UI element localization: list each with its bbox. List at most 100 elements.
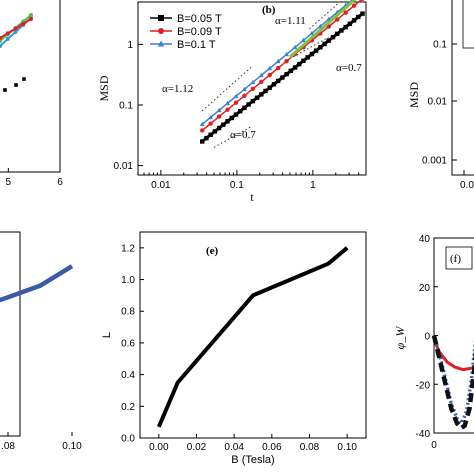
panel-b-series-marker xyxy=(212,129,218,134)
panel-b-series-marker xyxy=(284,58,289,64)
panel-b-frame xyxy=(137,1,367,176)
panel-b-series-marker xyxy=(297,61,302,67)
panel-b-series-marker xyxy=(233,112,239,117)
panel-d: .08 0.10 xyxy=(0,231,82,452)
panel-e-x-tick-label: 0.02 xyxy=(187,442,207,453)
panel-d-series-line xyxy=(0,264,74,303)
panel-b-series-marker xyxy=(284,51,289,57)
panel-e-frame xyxy=(139,231,367,439)
panel-b-series-marker xyxy=(275,65,281,71)
panel-b-series-marker xyxy=(216,107,222,113)
panel-b-series-marker xyxy=(322,41,327,47)
panel-b-series-marker xyxy=(225,107,230,112)
panel-a-x-tick-label: 6 xyxy=(57,177,63,188)
panel-b-series-marker xyxy=(351,3,357,8)
panel-d-x-tick-label: 0.10 xyxy=(62,441,82,452)
panel-a-black-point xyxy=(14,83,18,87)
panel-b-series-marker xyxy=(250,98,256,104)
panel-a: 456 xyxy=(0,0,63,188)
panel-b-series-marker xyxy=(208,132,213,137)
panel-b-legend-marker xyxy=(157,40,165,47)
panel-a-black-point xyxy=(3,88,7,92)
panel-b-series-marker xyxy=(199,121,205,127)
panel-b-series-marker xyxy=(221,122,226,127)
panel-c-legend-box xyxy=(462,0,474,49)
panel-a-series-marker xyxy=(21,21,26,26)
panel-f-x-tick-label: 0 xyxy=(431,440,437,451)
panel-d-frame xyxy=(0,231,21,437)
panel-c-frame xyxy=(451,0,474,176)
panel-b-legend-entry: B=0.09 T xyxy=(177,26,222,38)
panel-b-guide-line xyxy=(213,126,251,148)
panel-b-series-marker xyxy=(301,37,306,43)
panel-f-y-tick-label: 0 xyxy=(424,332,430,343)
panel-b-series-marker xyxy=(335,31,340,37)
panel-b-x-tick-label: 0.1 xyxy=(230,180,244,191)
panel-b-series-marker xyxy=(271,82,277,87)
panel-b-legend-entry: B=0.05 T xyxy=(177,13,222,25)
panel-b-series-marker xyxy=(200,128,205,133)
panel-b-x-tick-label: 1 xyxy=(310,180,316,191)
panel-b-series-marker xyxy=(242,86,247,92)
panel-f-y-tick-label: -20 xyxy=(416,380,431,391)
panel-b-series-marker xyxy=(200,139,205,144)
panel-b-series-marker xyxy=(313,48,319,53)
panel-e-x-tick-label: 0.06 xyxy=(262,442,282,453)
panel-b-series-marker xyxy=(250,86,256,92)
panel-a-series-marker xyxy=(29,13,33,17)
panel-b-series-marker xyxy=(216,114,222,119)
panel-e-y-label: L xyxy=(101,332,113,338)
panel-b-legend-entry: B=0.1 T xyxy=(177,39,216,51)
panel-c-y-tick-label: 0.1 xyxy=(433,40,447,51)
panel-f-y-tick-label: -40 xyxy=(416,429,431,440)
panel-e-y-tick-label: 1.2 xyxy=(121,243,135,254)
panel-a-series-marker xyxy=(13,30,18,34)
panel-e-x-tick-label: 0.04 xyxy=(224,442,244,453)
panel-b-x-tick-label: 0.01 xyxy=(151,180,171,191)
panel-a-black-point xyxy=(22,77,26,81)
panel-b-series-marker xyxy=(335,17,340,22)
panel-b-series-marker xyxy=(259,92,264,97)
panel-a-series-marker xyxy=(29,17,33,21)
panel-b-series-marker xyxy=(259,79,264,85)
panel-b-y-tick-label: 0.1 xyxy=(119,100,133,111)
panel-b-series-marker xyxy=(284,71,289,77)
panel-b-y-label: MSD xyxy=(97,75,111,101)
panel-e-x-tick-label: 0.10 xyxy=(337,442,357,453)
panel-b-series-marker xyxy=(347,21,353,26)
panel-b-series-marker xyxy=(237,109,243,114)
panel-c-y-tick-label: 0.01 xyxy=(428,97,448,108)
panel-b-series-marker xyxy=(233,93,239,99)
panel-b-x-label: t xyxy=(250,190,254,204)
panel-e-series-line xyxy=(156,246,349,428)
panel-e-y-tick-label: 1.0 xyxy=(121,275,135,286)
panel-b-series-marker xyxy=(343,10,348,15)
panel-b-series-marker xyxy=(267,65,273,71)
panel-b-series-marker xyxy=(225,100,230,106)
panel-b-guide-line xyxy=(292,36,329,58)
panel-b-series-marker xyxy=(351,18,357,23)
panel-b-series-marker xyxy=(356,14,361,20)
panel-b-series-marker xyxy=(292,65,298,70)
panel-c: 0.1 0.01 0.001 MSD 0.01 xyxy=(407,0,474,191)
panel-b-series-marker xyxy=(216,125,222,131)
panel-b-series-marker xyxy=(250,79,256,85)
panel-b-series-marker xyxy=(267,72,272,78)
panel-e-x-tick-label: 0.00 xyxy=(149,442,169,453)
panel-b-series-marker xyxy=(267,85,272,90)
panel-b-series-marker xyxy=(309,30,315,36)
panel-b-series-marker xyxy=(360,0,365,1)
panel-e-y-tick-label: 0.4 xyxy=(121,370,135,381)
panel-b-series-marker xyxy=(242,105,247,111)
panel-e-y-tick-label: 0.2 xyxy=(121,402,135,413)
panel-d-x-tick-label: .08 xyxy=(1,441,15,452)
panel-b-series-marker xyxy=(305,55,310,60)
panel-e-y-tick-label: 0.0 xyxy=(121,434,135,445)
panel-b-series-marker xyxy=(330,34,336,40)
panel-b-y-tick-label: 1 xyxy=(127,40,133,51)
panel-a-series-marker xyxy=(13,26,18,31)
panel-b-green-overlay xyxy=(289,0,357,59)
panel-a-series-marker xyxy=(5,37,10,41)
panel-b-legend-marker xyxy=(158,28,164,34)
